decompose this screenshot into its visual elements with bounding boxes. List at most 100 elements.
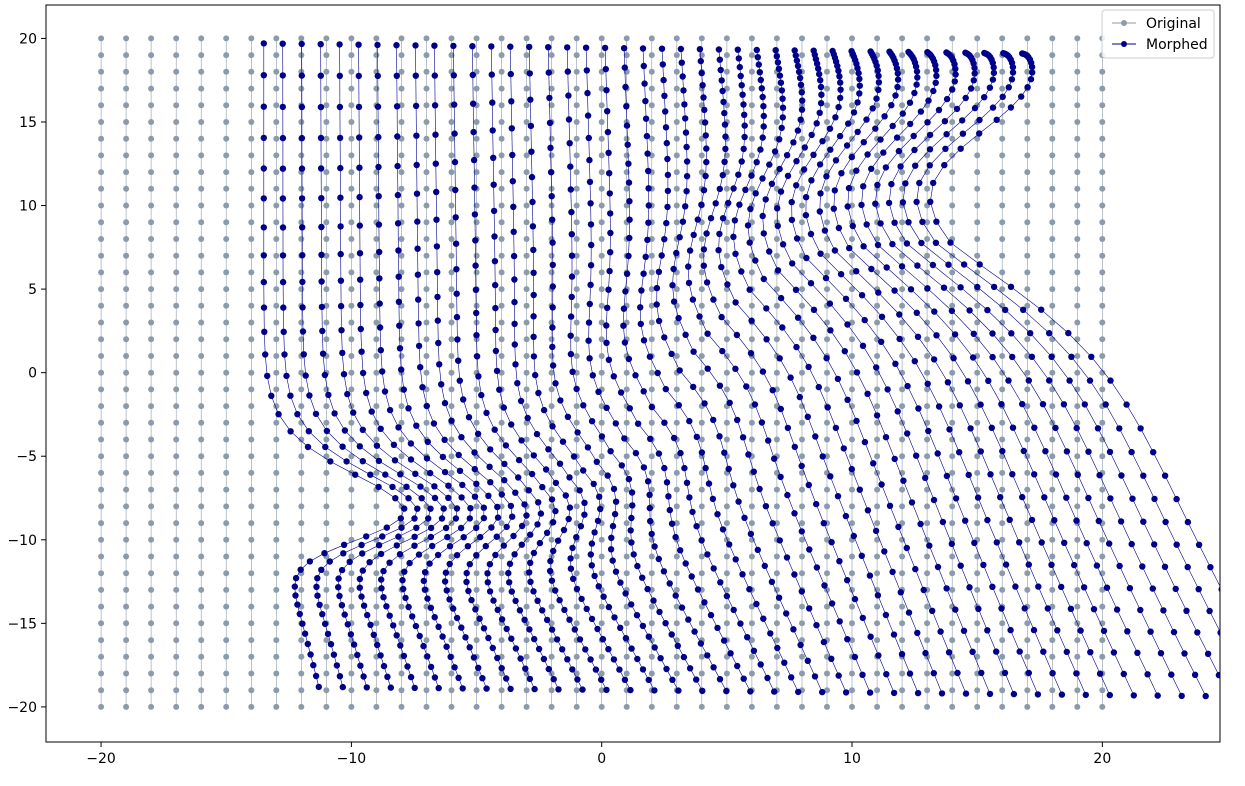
- morphed-point: [832, 114, 839, 121]
- original-point: [373, 35, 380, 42]
- morphed-point: [898, 263, 906, 270]
- morphed-point: [299, 278, 306, 286]
- original-point: [648, 135, 655, 142]
- morphed-point: [535, 389, 542, 397]
- morphed-point: [511, 298, 518, 306]
- original-point: [999, 620, 1006, 627]
- morphed-point: [291, 583, 298, 590]
- morphed-point: [987, 471, 994, 478]
- original-point: [473, 703, 480, 710]
- original-point: [198, 419, 205, 426]
- original-point: [824, 336, 830, 343]
- morphed-point: [313, 583, 320, 590]
- morphed-point: [915, 405, 922, 412]
- original-point: [673, 52, 680, 59]
- x-tick-label: 0: [597, 751, 606, 767]
- original-point: [849, 520, 855, 527]
- original-point: [323, 219, 330, 226]
- original-point: [648, 536, 655, 543]
- original-point: [523, 319, 530, 326]
- original-point: [773, 503, 780, 510]
- morphed-point: [581, 499, 588, 506]
- morphed-point: [702, 464, 709, 472]
- original-point: [198, 202, 205, 209]
- original-point: [748, 119, 755, 125]
- morphed-point: [931, 308, 938, 315]
- original-point: [98, 403, 105, 410]
- original-point: [1024, 570, 1031, 577]
- morphed-point: [427, 469, 434, 477]
- original-point: [273, 703, 280, 710]
- morphed-point: [568, 273, 576, 280]
- original-point: [1099, 286, 1106, 293]
- morphed-point: [465, 414, 473, 421]
- morphed-point: [395, 298, 403, 305]
- morphed-point: [716, 56, 723, 63]
- morphed-point: [682, 129, 690, 136]
- original-point: [123, 637, 130, 644]
- morphed-point: [683, 143, 690, 151]
- original-point: [673, 586, 680, 593]
- morphed-point: [663, 219, 670, 227]
- original-point: [573, 687, 580, 694]
- original-point: [673, 202, 680, 209]
- original-point: [273, 336, 280, 343]
- original-point: [498, 119, 505, 125]
- morphed-point: [920, 586, 927, 594]
- original-point: [1099, 336, 1106, 343]
- morphed-point: [832, 424, 840, 432]
- original-point: [698, 269, 705, 276]
- morphed-point: [896, 311, 903, 318]
- original-point: [173, 453, 180, 460]
- morphed-point: [466, 515, 473, 522]
- original-point: [773, 670, 780, 677]
- morphed-point: [546, 94, 553, 102]
- morphed-point: [952, 495, 960, 502]
- morphed-point: [793, 343, 800, 351]
- morphed-point: [704, 365, 711, 372]
- morphed-point: [850, 109, 858, 116]
- original-point: [323, 503, 330, 510]
- original-point: [298, 536, 305, 543]
- morphed-point: [547, 169, 555, 176]
- original-point: [924, 570, 931, 577]
- morphed-point: [396, 551, 404, 558]
- morphed-point: [645, 167, 652, 175]
- morphed-point: [813, 120, 820, 127]
- original-point: [673, 553, 680, 560]
- morphed-point: [456, 377, 463, 384]
- morphed-point: [398, 366, 405, 373]
- original-point: [448, 302, 455, 309]
- morphed-point: [960, 627, 968, 634]
- morphed-point: [515, 456, 523, 464]
- original-point: [298, 185, 305, 192]
- morphed-point: [637, 320, 644, 328]
- morphed-point: [861, 316, 868, 324]
- original-point: [548, 536, 555, 543]
- morphed-point: [393, 632, 400, 639]
- morphed-point: [484, 570, 491, 577]
- morphed-point: [875, 289, 882, 296]
- original-point: [974, 469, 981, 476]
- original-point: [648, 369, 655, 376]
- morphed-point: [489, 99, 496, 106]
- original-point: [999, 202, 1006, 209]
- morphed-point: [530, 588, 537, 595]
- original-point: [98, 102, 105, 109]
- morphed-point: [627, 686, 634, 694]
- original-point: [248, 453, 255, 460]
- original-point: [648, 553, 655, 560]
- morphed-point: [1087, 649, 1094, 656]
- original-point: [1024, 219, 1031, 226]
- original-point: [648, 486, 655, 493]
- morphed-point: [603, 87, 610, 94]
- original-point: [1024, 35, 1031, 42]
- morphed-point: [419, 384, 426, 391]
- original-point: [1049, 286, 1056, 293]
- morphed-point: [859, 342, 867, 349]
- original-point: [598, 369, 605, 376]
- morphed-point: [583, 605, 590, 613]
- original-point: [498, 453, 505, 460]
- morphed-point: [1113, 606, 1121, 613]
- original-point: [773, 703, 780, 710]
